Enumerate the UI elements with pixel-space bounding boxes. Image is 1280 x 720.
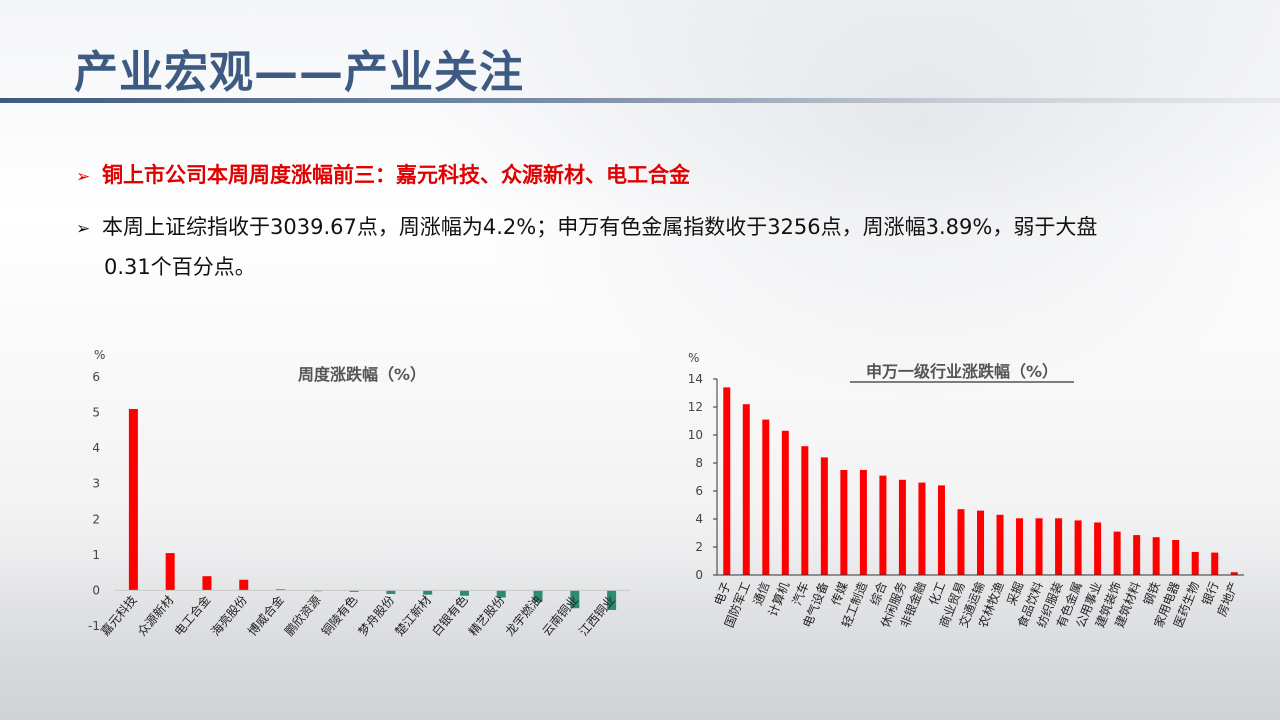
- bar-休闲服务: [898, 479, 906, 575]
- x-category-label: 博威合金: [244, 592, 286, 638]
- chart-title: 申万一级行业涨跌幅（%）: [866, 362, 1058, 381]
- bar-博威合金: [276, 589, 286, 591]
- x-category-label: 白银有色: [428, 592, 470, 638]
- bar-梦舟股份: [386, 590, 396, 594]
- y-tick-label: 3: [92, 477, 100, 491]
- y-tick-label: -1: [88, 619, 100, 633]
- bullet-index-summary-line1: 本周上证综指收于3039.67点，周涨幅为4.2%；申万有色金属指数收于3256…: [102, 215, 1098, 239]
- bar-有色金属: [1074, 520, 1082, 575]
- bar-医药生物: [1191, 551, 1199, 575]
- y-tick-label: 12: [688, 400, 703, 414]
- bar-建筑材料: [1133, 535, 1141, 575]
- x-category-label: 江西铜业: [576, 592, 618, 638]
- bar-汽车: [801, 446, 809, 575]
- bar-食品饮料: [1035, 518, 1043, 575]
- y-tick-label: 1: [92, 548, 100, 562]
- bar-国防军工: [742, 404, 750, 575]
- bullet-index-summary: ➢ 本周上证综指收于3039.67点，周涨幅为4.2%；申万有色金属指数收于325…: [76, 208, 1226, 286]
- bar-建筑装饰: [1113, 531, 1121, 575]
- y-tick-label: 5: [92, 406, 100, 420]
- x-category-label: 铜陵有色: [318, 592, 360, 638]
- bullet-top-gainers: ➢ 铜上市公司本周周度涨幅前三：嘉元科技、众源新材、电工合金: [76, 156, 690, 196]
- y-tick-label: 0: [695, 568, 703, 582]
- x-category-label: 鹏欣资源: [282, 593, 324, 639]
- bar-轻工制造: [859, 470, 867, 575]
- y-tick-label: 4: [695, 512, 703, 526]
- bar-房地产: [1230, 572, 1238, 575]
- bar-云南铜业: [570, 590, 580, 609]
- bar-家用电器: [1172, 540, 1180, 575]
- y-tick-label: 14: [688, 372, 703, 386]
- page-title: 产业宏观——产业关注: [74, 47, 524, 98]
- y-tick-label: 6: [92, 370, 100, 384]
- bar-钢铁: [1152, 537, 1160, 575]
- x-category-label: 精艺股份: [466, 593, 508, 639]
- weekly-change-chart: % 周度涨跌幅（%） -1 0 1 2 3 4 5 6 嘉元科技众源新材电工合金海亮股份博威合金鹏欣…: [88, 348, 630, 639]
- bar-传媒: [840, 470, 848, 575]
- title-underline: [0, 98, 1280, 103]
- bullet-top-gainers-text: 铜上市公司本周周度涨幅前三：嘉元科技、众源新材、电工合金: [102, 163, 690, 187]
- bar-楚江新材: [423, 590, 433, 595]
- bar-海亮股份: [239, 579, 249, 591]
- arrow-bullet-icon: ➢: [76, 219, 91, 239]
- bar-电气设备: [820, 457, 828, 575]
- x-category-label: 海亮股份: [208, 592, 250, 638]
- x-category-label: 梦舟股份: [356, 593, 398, 639]
- bar-采掘: [1016, 518, 1024, 575]
- x-category-label: 嘉元科技: [98, 593, 140, 639]
- arrow-bullet-icon: ➢: [76, 167, 91, 187]
- bar-纺织服装: [1055, 518, 1063, 575]
- y-tick-label: 8: [695, 456, 703, 470]
- bar-非银金融: [918, 482, 926, 575]
- y-unit-label: %: [688, 351, 699, 365]
- y-tick-label: 2: [695, 540, 703, 554]
- bar-龙宇燃油: [533, 590, 543, 602]
- bar-白银有色: [459, 590, 469, 596]
- y-unit-label: %: [94, 348, 105, 362]
- x-category-label: 云南铜业: [539, 592, 581, 638]
- y-tick-label: 6: [695, 484, 703, 498]
- bar-综合: [879, 475, 887, 575]
- x-category-label: 楚江新材: [392, 592, 434, 638]
- y-tick-label: 0: [92, 583, 100, 597]
- bar-众源新材: [165, 553, 175, 591]
- background-city-silhouette: [0, 550, 1280, 720]
- bar-商业贸易: [957, 509, 965, 575]
- bar-公用事业: [1094, 522, 1102, 575]
- bar-电工合金: [202, 576, 212, 591]
- bar-电子: [723, 387, 731, 575]
- x-category-label: 电工合金: [171, 592, 213, 638]
- bar-江西铜业: [607, 590, 617, 610]
- bar-铜陵有色: [349, 590, 359, 592]
- y-tick-label: 4: [92, 441, 100, 455]
- bar-化工: [937, 485, 945, 575]
- x-category-label: 众源新材: [134, 592, 176, 638]
- bar-计算机: [781, 430, 789, 575]
- bar-精艺股份: [496, 590, 506, 598]
- bar-农林牧渔: [996, 514, 1004, 575]
- y-tick-label: 10: [688, 428, 703, 442]
- background-world-map: [380, 0, 1280, 420]
- bullet-index-summary-line2: 0.31个百分点。: [104, 255, 256, 279]
- x-category-label: 龙宇燃油: [502, 592, 544, 638]
- bar-交通运输: [977, 510, 984, 575]
- bar-银行: [1211, 552, 1219, 575]
- sw-industry-change-chart: %申万一级行业涨跌幅（%）02468101214电子国防军工通信计算机汽车电气设…: [688, 351, 1244, 630]
- bar-通信: [762, 419, 770, 575]
- y-tick-label: 2: [92, 512, 100, 526]
- chart-title: 周度涨跌幅（%）: [298, 365, 426, 384]
- bar-嘉元科技: [128, 409, 138, 591]
